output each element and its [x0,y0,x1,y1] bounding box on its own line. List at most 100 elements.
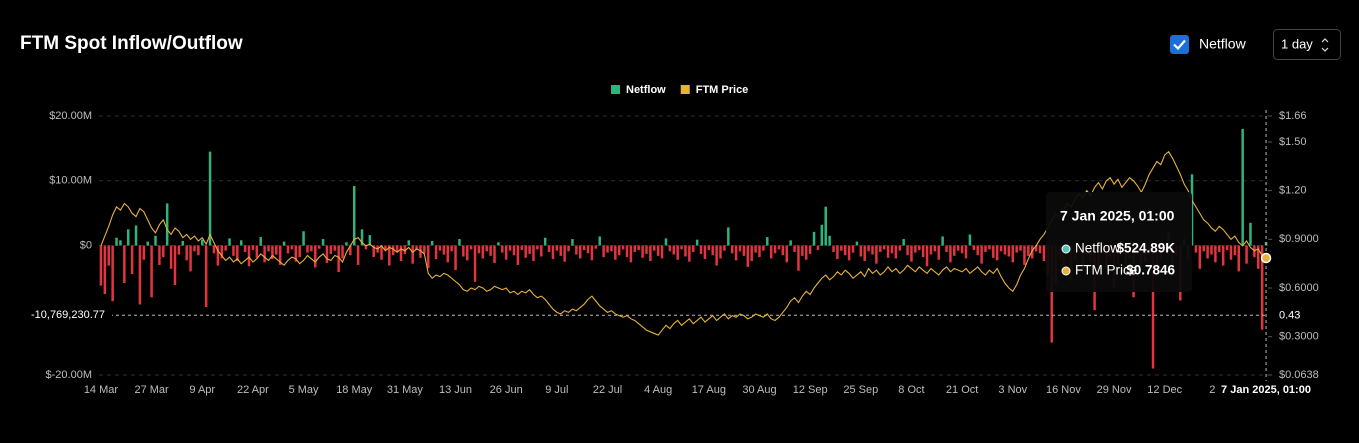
bar [777,245,781,250]
bar [481,245,485,259]
bar [949,245,952,263]
bar [668,245,672,252]
x-tick-label: 9 Apr [189,384,215,396]
bar [1260,245,1264,330]
bar [236,245,239,262]
interval-label[interactable]: 1 day [1281,36,1313,51]
bar [832,245,835,252]
bar [193,245,196,252]
bar [391,245,395,256]
bar [103,245,107,295]
bar [555,245,559,251]
x-tick-label: 17 Aug [692,384,726,396]
tooltip-name: Netflow [1075,241,1120,256]
bar [945,245,948,252]
crosshair-label-bg [1216,381,1316,399]
checkbox[interactable] [1170,35,1189,54]
bar [672,245,676,255]
bar [520,245,524,251]
bar [617,245,621,256]
bar [598,236,601,246]
bar [290,245,294,250]
x-tick-label: 18 May [336,384,373,396]
bar [239,240,243,246]
bar [816,245,820,251]
bar [625,245,629,258]
tooltip-dot [1061,244,1071,254]
bar [528,245,531,254]
bar [1031,245,1034,259]
bar [1225,245,1229,251]
bar [980,245,983,264]
bar [590,245,594,261]
bar [477,245,481,254]
bar [111,245,114,302]
bar [976,245,979,256]
bar [430,240,434,246]
bar [512,245,516,256]
bar [508,245,512,251]
bar [1249,222,1252,246]
bar [119,240,122,246]
bar [894,245,898,259]
bar [742,245,746,256]
bar [228,238,231,246]
bar [645,245,648,254]
bar [333,245,336,251]
x-tick-label: 12 Sep [793,384,828,396]
bar [586,245,590,254]
bar [929,245,933,255]
bar [310,245,313,252]
bar [1190,174,1194,246]
bar [898,245,902,251]
bar [99,245,103,286]
x-tick-label: 3 Nov [998,384,1027,396]
bar [995,245,999,261]
bar [419,245,422,258]
bar [1003,245,1007,255]
bar [804,245,808,260]
bar [703,245,707,260]
bar [547,245,551,252]
bar [243,245,247,252]
bar [177,245,181,255]
bar [758,245,761,258]
bar [536,245,539,250]
bar [972,245,976,251]
bar [321,239,325,246]
bar [232,245,235,256]
chart-title: FTM Spot Inflow/Outflow [20,33,243,54]
bar [267,245,270,252]
bar [1007,245,1011,257]
bar [999,245,1003,252]
bar [247,245,251,267]
bar [1050,245,1053,343]
bar [540,245,543,257]
tooltip-value: $524.89K [1116,241,1175,256]
bar [688,245,691,262]
bar [875,245,878,264]
bar [255,245,259,258]
bar [1198,245,1202,269]
bar [399,245,403,262]
bar [863,245,866,262]
bar [578,245,582,259]
bar [165,203,169,246]
bar [808,245,812,254]
bar [890,245,894,254]
x-tick-label: 13 Jun [439,384,472,396]
checkbox-label[interactable]: Netflow [1199,36,1247,52]
bar [789,240,792,246]
bar [497,242,500,246]
bar [142,245,146,260]
bar [485,245,488,252]
bar [1229,245,1233,260]
bar [691,245,695,252]
bar [937,245,940,260]
bar [469,245,473,250]
bar [154,235,157,246]
bar [329,245,333,254]
bar [575,245,578,255]
interval-select[interactable] [1273,29,1341,60]
bar [411,245,414,264]
